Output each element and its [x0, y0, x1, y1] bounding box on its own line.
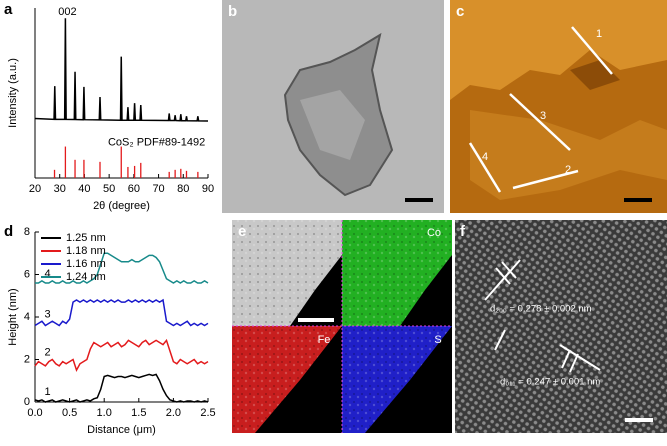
profile-label: 3: [540, 110, 546, 122]
panel-c: 1 2 3 4 c: [450, 0, 667, 213]
scale-bar: [625, 418, 653, 422]
scale-bar: [405, 198, 433, 202]
scale-bar: [624, 198, 652, 202]
profile-label: 4: [482, 151, 488, 163]
panel-label: a: [4, 1, 13, 18]
d-spacing: d₂₀₀ = 0.278 ± 0.002 nm: [490, 304, 592, 315]
y-tick-label: 6: [24, 268, 30, 280]
scale-bar: [298, 318, 334, 322]
panel-label: e: [238, 223, 246, 240]
background: [400, 255, 452, 326]
panel-f: d₂₀₀ = 0.278 ± 0.002 nm d₀₁₁ = 0.247 ± 0…: [455, 220, 667, 433]
y-axis-label: Height (nm): [7, 288, 19, 345]
nanosheet-fold: [300, 90, 365, 160]
map-label: Fe: [318, 334, 331, 346]
x-tick-label: 0.5: [62, 407, 77, 419]
profile-line: [468, 142, 502, 193]
legend-entry: 1.25 nm: [66, 232, 106, 244]
x-axis-label: Distance (μm): [87, 424, 156, 436]
peak-label: 002: [58, 6, 76, 18]
fringe-markers: [484, 259, 601, 373]
x-tick-label: 50: [103, 183, 115, 195]
x-tick-label: 1.0: [97, 407, 112, 419]
x-tick-label: 30: [54, 183, 66, 195]
curve-label: 3: [44, 308, 50, 320]
curve-label: 1: [44, 386, 50, 398]
legend-entry: 1.16 nm: [66, 258, 106, 270]
x-tick-label: 60: [128, 183, 140, 195]
x-tick-label: 2.0: [166, 407, 181, 419]
x-tick-label: 70: [152, 183, 164, 195]
background: [290, 255, 342, 326]
data-line: [34, 338, 209, 373]
curve-label: 4: [44, 268, 50, 280]
profile-line: [512, 169, 579, 190]
y-tick-label: 2: [24, 353, 30, 365]
curve-label: 2: [44, 347, 50, 359]
background: [365, 326, 452, 433]
y-tick-label: 0: [24, 396, 30, 408]
profile-line: [571, 26, 613, 75]
hrtem-image: [455, 220, 667, 433]
map-label: S: [434, 334, 441, 346]
panel-b: b: [222, 0, 444, 213]
x-tick-label: 0.0: [27, 407, 42, 419]
x-tick-label: 40: [78, 183, 90, 195]
reference-label: CoS₂ PDF#89-1492: [108, 136, 205, 148]
data-line: [34, 18, 209, 122]
afm-region: [450, 0, 667, 100]
panel-label: b: [228, 3, 237, 20]
profile-label: 2: [565, 164, 571, 176]
x-tick-label: 80: [177, 183, 189, 195]
x-tick-label: 20: [29, 183, 41, 195]
x-tick-label: 1.5: [131, 407, 146, 419]
profile-label: 1: [596, 28, 602, 40]
panel-label: f: [460, 223, 466, 240]
x-axis-label: 2θ (degree): [93, 200, 150, 212]
background: [255, 326, 342, 433]
y-tick-label: 8: [24, 226, 30, 238]
d-spacing: d₀₁₁ = 0.247 ± 0.001 nm: [500, 377, 600, 388]
y-axis-label: Intensity (a.u.): [7, 58, 19, 128]
x-tick-label: 2.5: [200, 407, 215, 419]
panel-label: d: [4, 223, 13, 240]
data-line: [34, 298, 209, 327]
afm-region: [470, 110, 667, 200]
legend-entry: 1.24 nm: [66, 271, 106, 283]
panel-e: Co Fe S e: [232, 220, 452, 433]
profile-line: [509, 93, 571, 151]
panel-label: c: [456, 3, 464, 20]
legend-entry: 1.18 nm: [66, 245, 106, 257]
data-line: [35, 252, 209, 284]
data-line: [34, 373, 209, 403]
map-label: Co: [427, 227, 441, 239]
y-tick-label: 4: [24, 311, 30, 323]
x-tick-label: 90: [202, 183, 214, 195]
